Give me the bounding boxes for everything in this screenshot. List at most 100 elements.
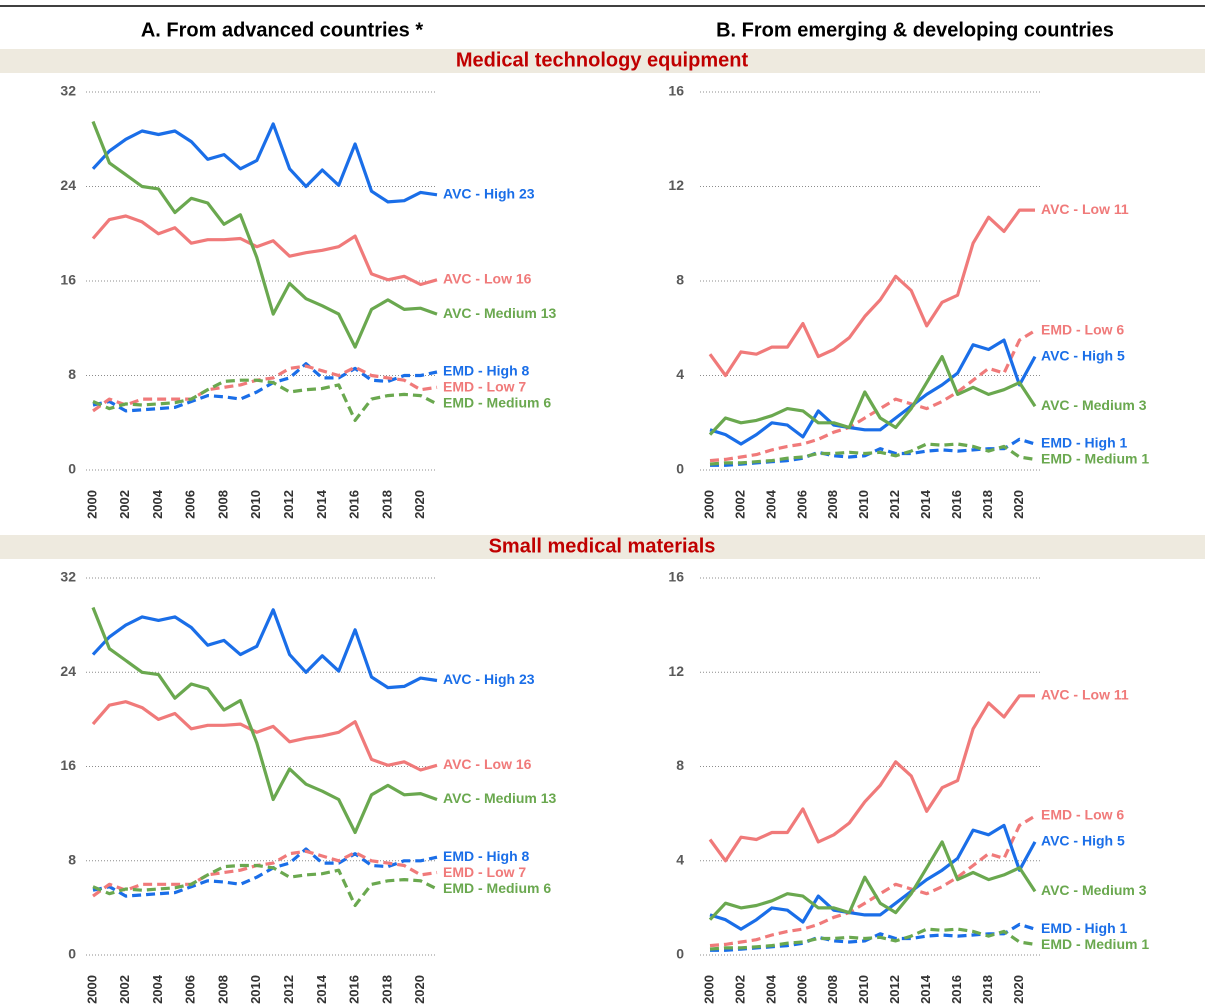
y-tick-label: 4 (676, 851, 684, 867)
series-label: AVC - Medium 3 (1041, 882, 1147, 898)
series-line (92, 362, 438, 413)
y-tick-label: 32 (60, 569, 76, 585)
x-tick-label: 2010 (856, 975, 871, 1004)
x-tick-label: 2014 (918, 974, 933, 1004)
section-band (0, 49, 1205, 73)
y-tick-label: 24 (60, 177, 76, 193)
series-line (91, 122, 438, 204)
series-line (91, 214, 438, 287)
x-tick-label: 2004 (763, 974, 778, 1004)
section-title: Medical technology equipment (456, 49, 749, 71)
series-label: AVC - Medium 13 (443, 790, 557, 806)
x-tick-label: 2014 (314, 489, 329, 519)
series-line (92, 378, 438, 422)
series-label: AVC - Medium 13 (443, 305, 557, 321)
x-tick-label: 2010 (856, 490, 871, 519)
series-line (91, 608, 438, 690)
section-band (0, 535, 1205, 559)
series-label: AVC - Low 16 (443, 756, 532, 772)
series-line (92, 863, 438, 908)
section-title: Small medical materials (489, 535, 716, 557)
series-label: EMD - Low 6 (1041, 321, 1124, 337)
x-tick-label: 2016 (347, 975, 362, 1004)
series-line (91, 606, 438, 835)
series-label: AVC - Low 11 (1041, 201, 1129, 217)
series-line (92, 849, 438, 898)
series-label: EMD - Low 7 (443, 379, 526, 395)
y-tick-label: 12 (668, 177, 684, 193)
series-line (708, 694, 1035, 863)
x-tick-label: 2018 (980, 490, 995, 519)
x-tick-label: 2006 (183, 490, 198, 519)
x-tick-label: 2008 (215, 975, 230, 1004)
series-line (708, 208, 1035, 378)
series-label: EMD - Low 7 (443, 864, 526, 880)
series-line (708, 840, 1037, 921)
x-tick-label: 2018 (379, 490, 394, 519)
x-tick-label: 2010 (248, 975, 263, 1004)
x-tick-label: 2020 (1011, 490, 1026, 519)
y-tick-label: 8 (68, 366, 76, 382)
series-line (92, 364, 438, 413)
series-label: EMD - High 8 (443, 363, 530, 379)
y-tick-label: 12 (668, 663, 684, 679)
series-label: AVC - Medium 3 (1041, 397, 1147, 413)
y-tick-label: 24 (60, 663, 76, 679)
series-label: EMD - Low 6 (1041, 807, 1124, 823)
y-tick-label: 0 (68, 461, 76, 477)
x-tick-label: 2020 (412, 490, 427, 519)
y-tick-label: 32 (60, 83, 76, 99)
x-tick-label: 2000 (84, 975, 99, 1004)
x-tick-label: 2004 (763, 489, 778, 519)
x-tick-label: 2008 (215, 490, 230, 519)
y-tick-label: 16 (60, 757, 76, 773)
x-tick-label: 2014 (314, 974, 329, 1004)
x-tick-label: 2002 (732, 975, 747, 1004)
series-label: AVC - High 5 (1041, 347, 1125, 363)
y-tick-label: 16 (668, 83, 684, 99)
series-label: AVC - High 23 (443, 185, 535, 201)
series-label: EMD - Medium 6 (443, 880, 551, 896)
series-label: AVC - Low 11 (1041, 687, 1129, 703)
x-tick-label: 2012 (887, 490, 902, 519)
x-tick-label: 2020 (1011, 975, 1026, 1004)
x-tick-label: 2006 (794, 975, 809, 1004)
series-line (91, 700, 438, 772)
x-tick-label: 2012 (281, 490, 296, 519)
series-line (91, 120, 438, 349)
x-tick-label: 2010 (248, 490, 263, 519)
x-tick-label: 2006 (794, 490, 809, 519)
series-label: AVC - High 5 (1041, 833, 1125, 849)
series-line (709, 823, 1037, 931)
series-line (708, 355, 1037, 436)
x-tick-label: 2000 (84, 490, 99, 519)
y-tick-label: 0 (676, 461, 684, 477)
series-label: AVC - High 23 (443, 671, 535, 687)
column-header: A. From advanced countries * (141, 19, 424, 41)
x-tick-label: 2016 (949, 975, 964, 1004)
series-label: AVC - Low 16 (443, 271, 532, 287)
y-tick-label: 16 (60, 272, 76, 288)
series-label: EMD - Medium 1 (1041, 451, 1149, 467)
x-tick-label: 2014 (918, 489, 933, 519)
series-label: EMD - Medium 6 (443, 395, 551, 411)
x-tick-label: 2002 (117, 975, 132, 1004)
y-tick-label: 0 (68, 946, 76, 962)
x-tick-label: 2000 (701, 490, 716, 519)
x-tick-label: 2006 (183, 975, 198, 1004)
x-tick-label: 2004 (150, 489, 165, 519)
series-line (92, 847, 438, 898)
series-label: EMD - High 8 (443, 848, 530, 864)
series-label: EMD - High 1 (1041, 920, 1128, 936)
series-line (709, 338, 1037, 446)
x-tick-label: 2018 (379, 975, 394, 1004)
x-tick-label: 2008 (825, 975, 840, 1004)
column-header: B. From emerging & developing countries (716, 19, 1114, 41)
y-tick-label: 8 (68, 851, 76, 867)
y-tick-label: 4 (676, 366, 684, 382)
series-line (709, 814, 1036, 948)
y-tick-label: 16 (668, 569, 684, 585)
series-label: EMD - High 1 (1041, 435, 1128, 451)
x-tick-label: 2000 (701, 975, 716, 1004)
